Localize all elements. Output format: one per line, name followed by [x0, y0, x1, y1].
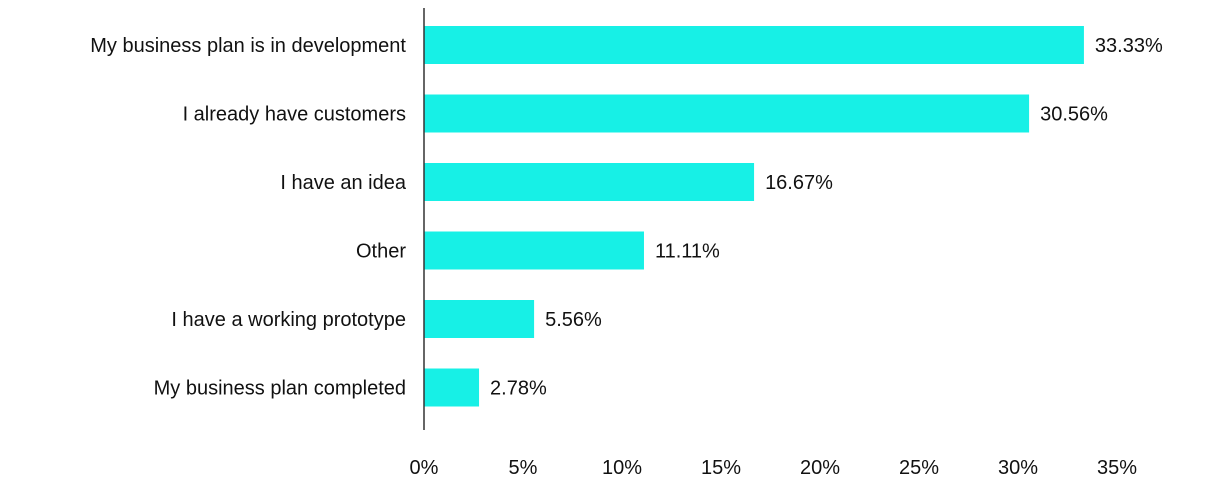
x-tick-label-0: 0%	[410, 457, 439, 478]
x-tick-label-7: 35%	[1097, 457, 1137, 478]
x-tick-label-5: 25%	[899, 457, 939, 478]
category-label-4: I have a working prototype	[171, 309, 406, 331]
x-tick-label-1: 5%	[509, 457, 538, 478]
bar-5	[424, 368, 480, 407]
value-labels: 33.33% 30.56% 16.67% 11.11% 5.56% 2.78%	[490, 35, 1163, 400]
category-label-1: I already have customers	[183, 104, 406, 126]
x-tick-labels: 0% 5% 10% 15% 20% 25% 30% 35%	[410, 457, 1138, 478]
bar-1	[424, 94, 1030, 133]
x-tick-label-2: 10%	[602, 457, 642, 478]
x-tick-label-4: 20%	[800, 457, 840, 478]
value-label-1: 30.56%	[1040, 104, 1108, 126]
bar-0	[424, 26, 1084, 64]
value-label-2: 16.67%	[765, 172, 833, 194]
category-labels: My business plan is in development I alre…	[90, 35, 407, 400]
value-label-5: 2.78%	[490, 378, 547, 400]
bar-2	[424, 163, 755, 201]
value-label-3: 11.11%	[655, 241, 720, 263]
bar-4	[424, 300, 535, 338]
x-tick-label-3: 15%	[701, 457, 741, 478]
category-label-2: I have an idea	[280, 172, 407, 194]
category-label-5: My business plan completed	[154, 378, 406, 400]
value-label-0: 33.33%	[1095, 35, 1163, 57]
bar-3	[424, 231, 644, 270]
category-label-0: My business plan is in development	[90, 35, 406, 57]
value-label-4: 5.56%	[545, 309, 602, 331]
bars-layer	[424, 26, 1084, 407]
x-tick-label-6: 30%	[998, 457, 1038, 478]
category-label-3: Other	[356, 241, 406, 263]
